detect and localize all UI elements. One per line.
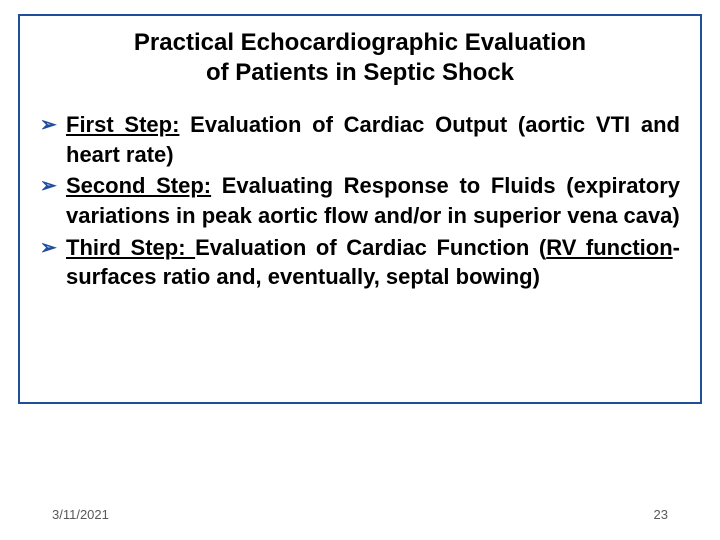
- slide-content-box: Practical Echocardiographic Evaluation o…: [18, 14, 702, 404]
- bullet-item-2: ➢ Second Step: Evaluating Response to Fl…: [40, 171, 680, 230]
- bullet-3-underline2: RV function: [546, 235, 672, 260]
- footer-page-number: 23: [654, 507, 668, 522]
- title-line-1: Practical Echocardiographic Evaluation: [134, 29, 586, 56]
- bullet-item-1: ➢ First Step: Evaluation of Cardiac Outp…: [40, 110, 680, 169]
- bullet-1-label: First Step:: [66, 112, 179, 137]
- chevron-right-icon: ➢: [40, 173, 57, 200]
- chevron-right-icon: ➢: [40, 112, 57, 139]
- bullet-item-3: ➢ Third Step: Evaluation of Cardiac Func…: [40, 233, 680, 292]
- bullet-3-label: Third Step:: [66, 235, 195, 260]
- bullet-2-label: Second Step:: [66, 173, 211, 198]
- title-line-2: of Patients in Septic Shock: [206, 59, 514, 86]
- chevron-right-icon: ➢: [40, 235, 57, 262]
- footer-date: 3/11/2021: [52, 507, 109, 522]
- slide-title: Practical Echocardiographic Evaluation o…: [40, 28, 680, 88]
- bullet-list: ➢ First Step: Evaluation of Cardiac Outp…: [40, 110, 680, 292]
- bullet-3-text1: Evaluation of Cardiac Function (: [195, 235, 546, 260]
